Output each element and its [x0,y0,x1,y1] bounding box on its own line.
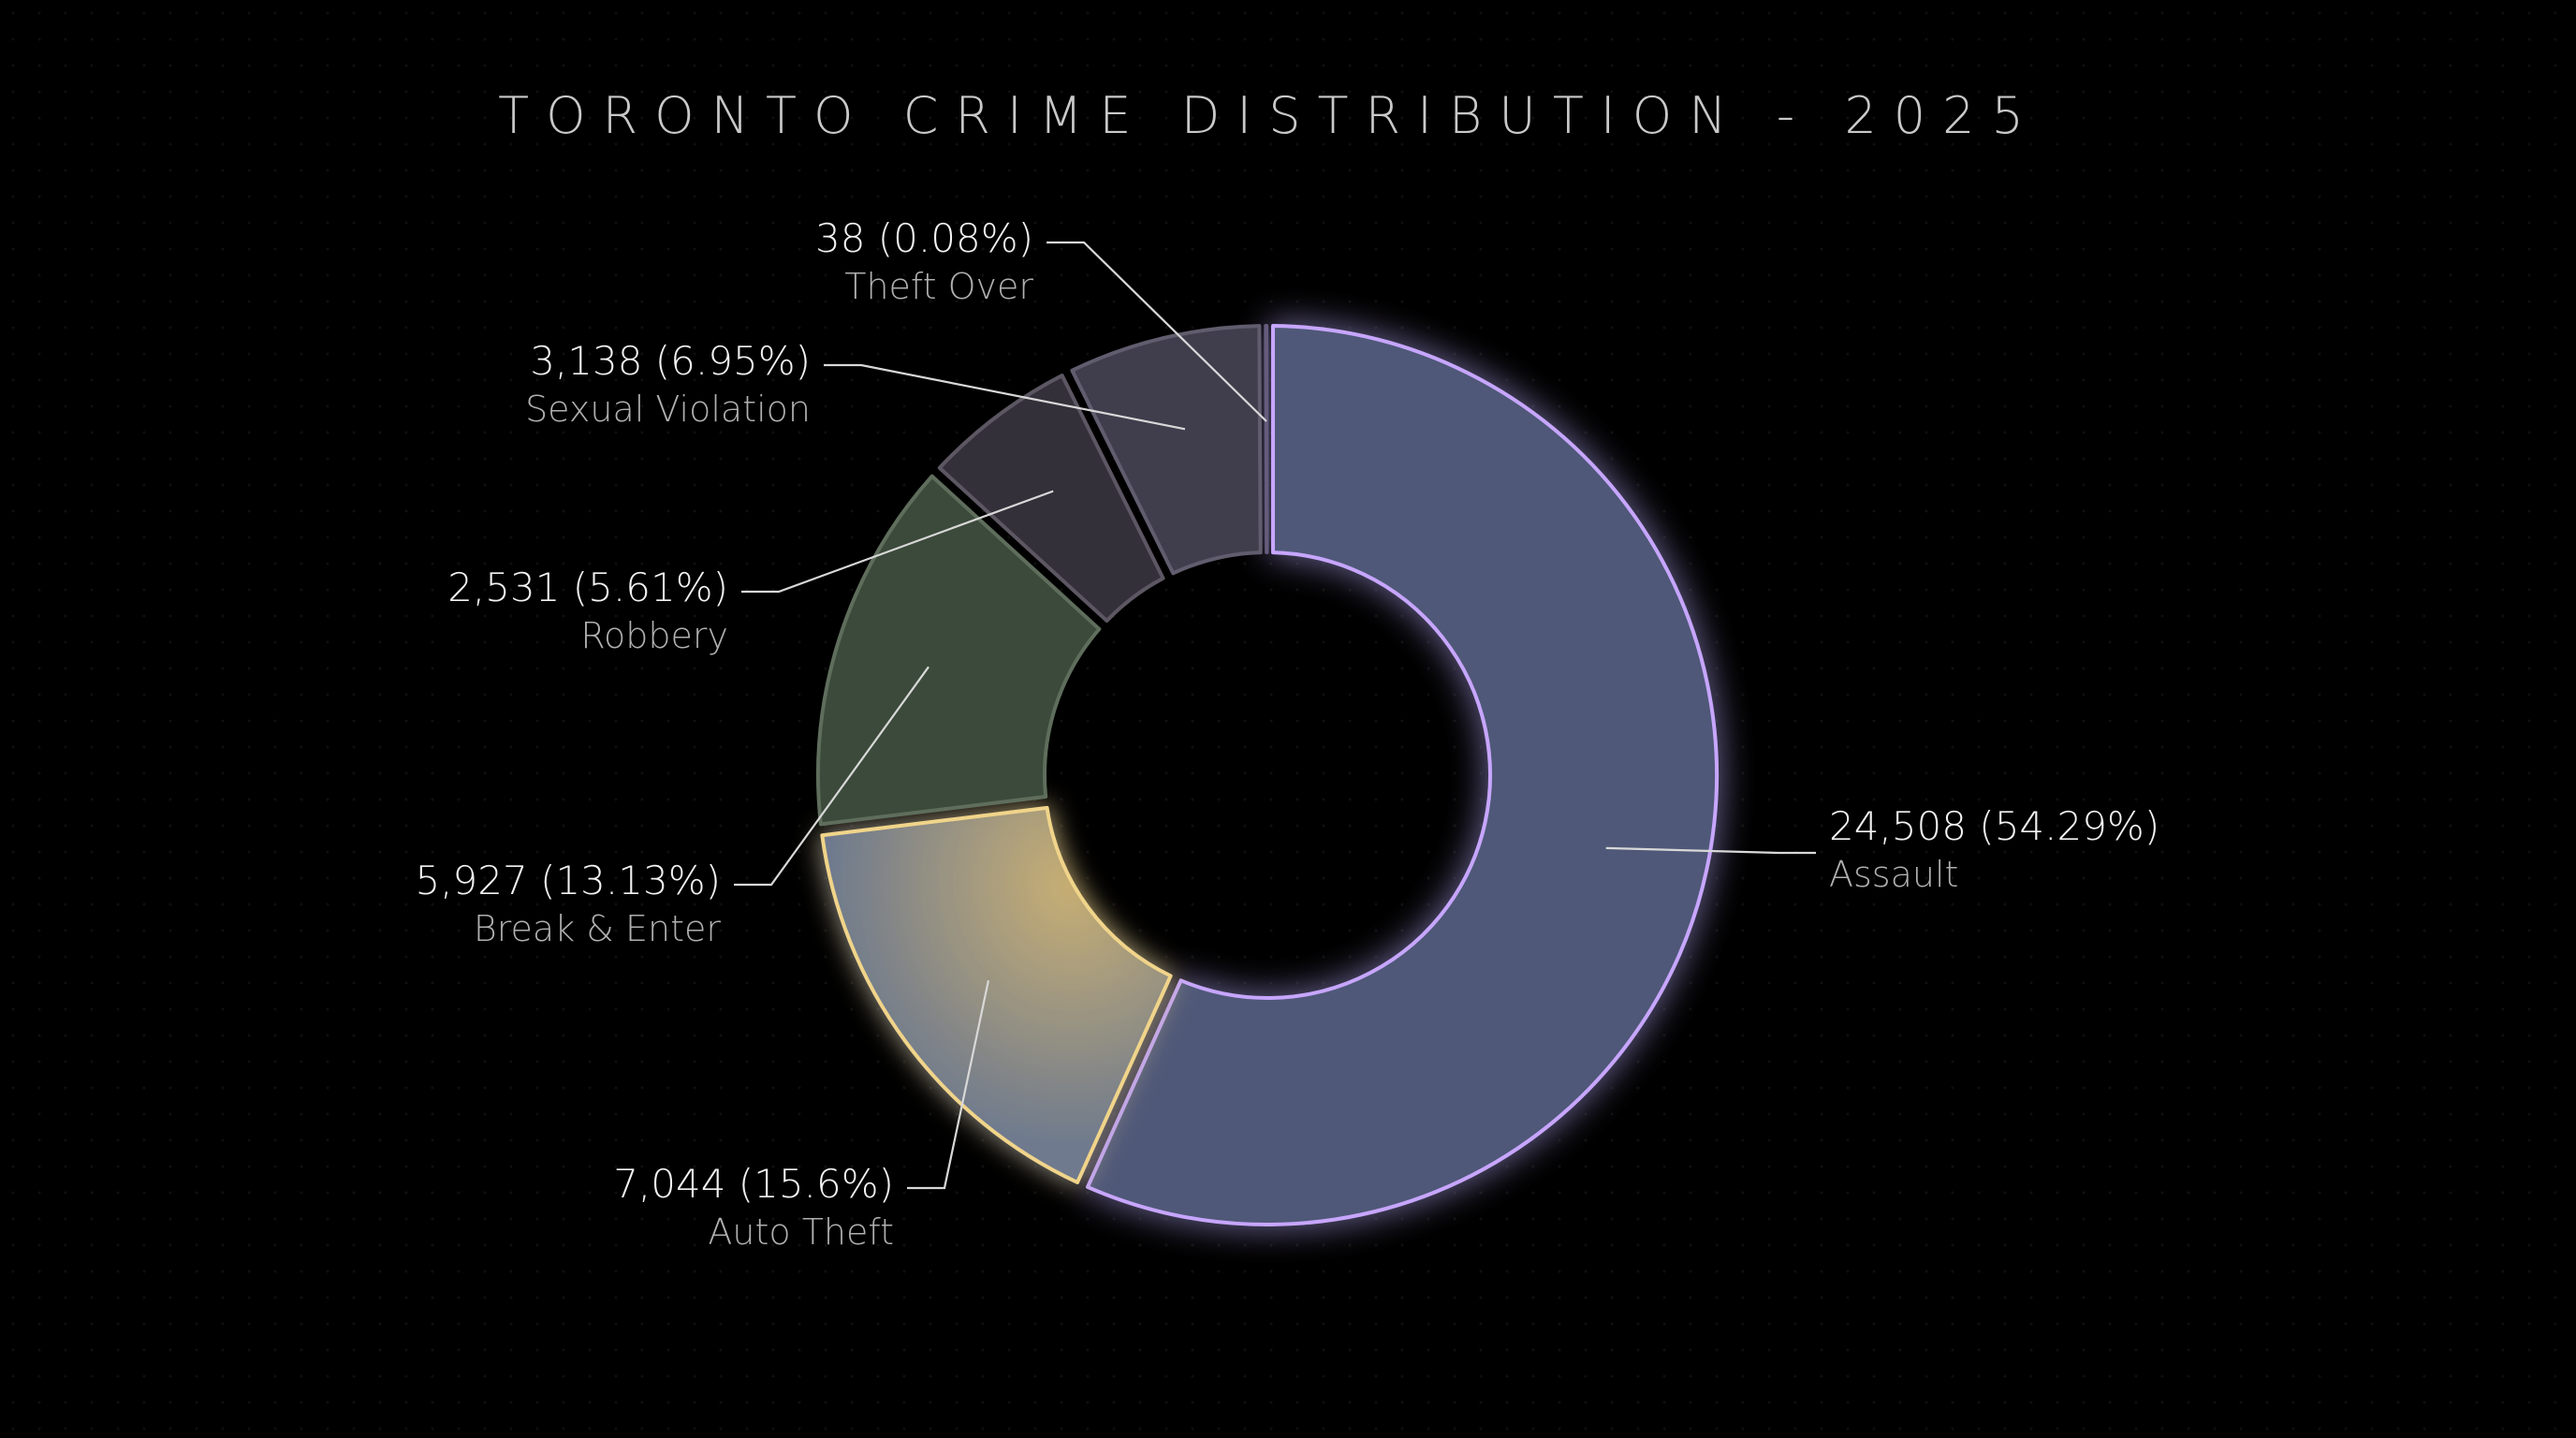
chart-title: TORONTO CRIME DISTRIBUTION - 2025 [498,86,2041,145]
value-label-assault: 24,508 (54.29%) [1829,803,2159,849]
category-label-robbery: Robbery [580,615,728,656]
leader-line-theft-over [1046,241,1267,422]
leader-line-break-and-enter [734,666,929,887]
slice-assault [1085,324,1719,1226]
value-label-break-and-enter: 5,927 (13.13%) [415,858,721,903]
slice-auto-theft [820,805,1173,1184]
leader-line-sexual-violation [824,363,1186,431]
leader-line-assault [1605,846,1816,855]
slices-layer [816,324,1719,1226]
slice-sexual-violation [1070,324,1263,576]
value-label-theft-over: 38 (0.08%) [815,215,1033,261]
leader-line-robbery [741,490,1054,594]
leader-line-auto-theft [907,980,990,1190]
category-label-theft-over: Theft Over [844,266,1033,307]
category-label-auto-theft: Auto Theft [708,1211,894,1253]
value-label-auto-theft: 7,044 (15.6%) [613,1161,894,1207]
slice-robbery [937,374,1165,624]
value-label-sexual-violation: 3,138 (6.95%) [530,338,811,384]
category-label-break-and-enter: Break & Enter [474,908,722,949]
category-label-assault: Assault [1829,854,1958,895]
labels-layer: 24,508 (54.29%) Assault 7,044 (15.6%)Auto … [415,215,2159,1253]
value-label-robbery: 2,531 (5.61%) [447,565,728,610]
category-label-sexual-violation: Sexual Violation [525,389,811,430]
slice-break-and-enter [816,474,1102,827]
leader-lines-layer [734,241,1816,1190]
